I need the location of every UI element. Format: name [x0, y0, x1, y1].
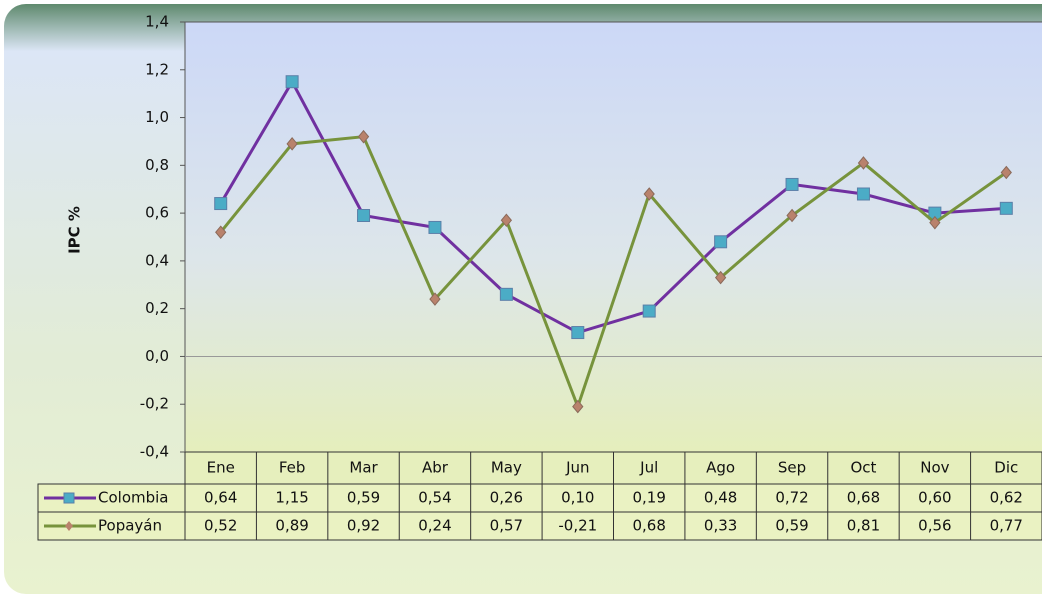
marker	[500, 213, 513, 228]
data-table	[37, 451, 1042, 541]
table-value: 0,92	[347, 517, 380, 535]
marker	[929, 215, 941, 230]
table-value: -0,21	[558, 517, 597, 535]
y-tick-label: -0,2	[140, 395, 169, 413]
marker	[571, 326, 585, 340]
marker	[643, 187, 655, 201]
table-value: 0,59	[775, 517, 808, 535]
table-value: 0,19	[633, 489, 666, 507]
table-value: 0,24	[418, 517, 451, 535]
table-value: 0,68	[847, 489, 880, 507]
y-tick-label: 0,2	[145, 299, 169, 317]
marker	[642, 304, 656, 318]
table-value: 0,54	[418, 489, 451, 507]
y-tick-label: 0,6	[145, 204, 169, 222]
table-value: 0,56	[918, 517, 951, 535]
marker	[357, 129, 370, 144]
marker	[572, 399, 584, 414]
marker	[214, 197, 228, 211]
marker	[714, 235, 728, 249]
x-tick-label: Jul	[639, 459, 658, 477]
table-value: 0,89	[275, 517, 308, 535]
x-tick-label: Nov	[920, 459, 949, 477]
table-value: 0,81	[847, 517, 880, 535]
table-value: 0,52	[204, 517, 237, 535]
table-value: 0,68	[633, 517, 666, 535]
y-tick-label: 0,0	[145, 347, 169, 365]
marker	[215, 225, 227, 240]
x-tick-label: Sep	[778, 459, 806, 477]
legend-marker	[65, 521, 73, 531]
table-value: 0,62	[990, 489, 1023, 507]
table-value: 0,72	[775, 489, 808, 507]
table-value: 1,15	[275, 489, 308, 507]
table-value: 0,59	[347, 489, 380, 507]
marker	[786, 208, 798, 223]
marker	[714, 270, 727, 285]
table-value: 0,10	[561, 489, 594, 507]
x-tick-label: Mar	[349, 459, 378, 477]
table-value: 0,48	[704, 489, 737, 507]
table-value: 0,33	[704, 517, 737, 535]
y-tick-label: -0,4	[140, 443, 169, 461]
y-tick-label: 1,0	[145, 108, 169, 126]
x-tick-label: Dic	[994, 459, 1018, 477]
plot-area	[185, 22, 1042, 452]
y-tick-label: 1,4	[145, 13, 169, 31]
marker	[499, 287, 513, 301]
series-line	[219, 78, 1007, 335]
marker	[999, 201, 1013, 215]
table-value: 0,77	[990, 517, 1023, 535]
marker	[856, 187, 870, 201]
marker	[428, 220, 442, 234]
series-line	[219, 135, 1008, 412]
x-tick-label: Ago	[706, 459, 735, 477]
x-tick-label: Feb	[279, 459, 306, 477]
y-tick-label: 0,4	[145, 251, 169, 269]
marker	[785, 177, 799, 191]
marker	[286, 137, 298, 151]
x-tick-label: May	[491, 459, 522, 477]
table-value: 0,60	[918, 489, 951, 507]
table-value: 0,64	[204, 489, 237, 507]
y-tick-label: 0,8	[145, 156, 169, 174]
marker	[357, 209, 371, 222]
x-tick-label: Oct	[850, 459, 876, 477]
marker	[429, 292, 441, 306]
legend-marker	[63, 492, 75, 504]
y-tick-label: 1,2	[145, 60, 169, 78]
legend-label: Colombia	[98, 489, 169, 507]
marker	[1000, 165, 1012, 180]
x-tick-label: Abr	[422, 459, 449, 477]
x-tick-label: Ene	[207, 459, 235, 477]
table-value: 0,57	[490, 517, 523, 535]
legend-label: Popayán	[98, 517, 162, 535]
marker	[285, 75, 299, 89]
table-value: 0,26	[490, 489, 523, 507]
marker	[857, 156, 870, 170]
y-axis-title: IPC %	[66, 206, 84, 254]
x-tick-label: Jun	[565, 459, 589, 477]
